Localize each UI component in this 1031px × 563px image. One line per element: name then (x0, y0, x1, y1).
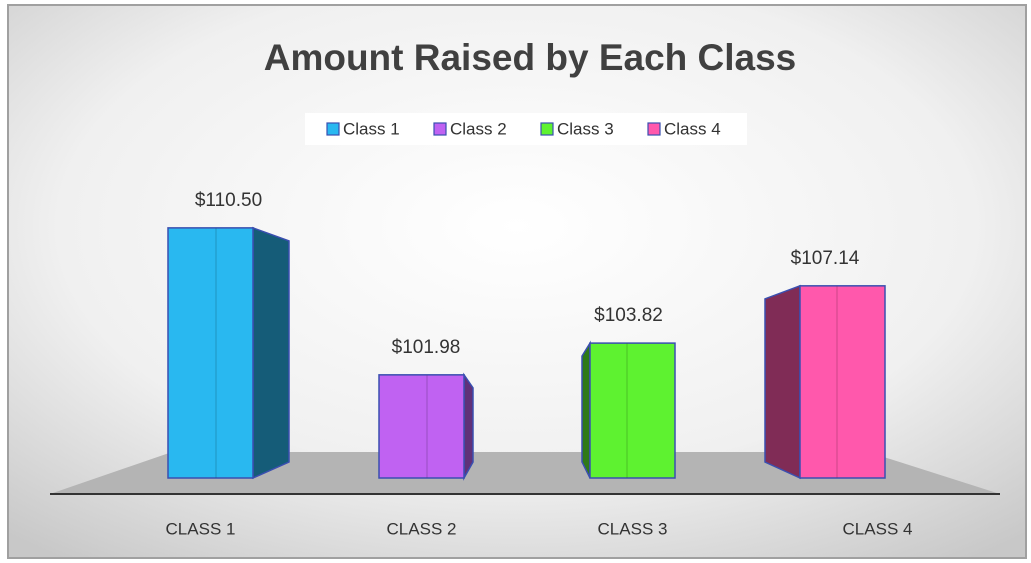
chart-title: Amount Raised by Each Class (264, 37, 797, 78)
legend-label: Class 1 (343, 119, 400, 138)
bar (167, 227, 254, 479)
legend-swatch (647, 122, 661, 136)
x-tick-label: CLASS 1 (166, 519, 236, 538)
x-tick-label: CLASS 3 (598, 519, 668, 538)
bar-side (252, 226, 290, 480)
data-label: $101.98 (392, 337, 461, 358)
legend-label: Class 4 (664, 119, 721, 138)
legend-swatch (326, 122, 340, 136)
legend-swatch (433, 122, 447, 136)
bar (589, 342, 676, 479)
bar (799, 285, 886, 479)
data-label: $107.14 (791, 248, 860, 269)
data-label: $103.82 (594, 305, 663, 326)
legend-label: Class 3 (557, 119, 614, 138)
legend-label: Class 2 (450, 119, 507, 138)
legend-swatch (540, 122, 554, 136)
bar-side (581, 340, 591, 479)
bar (378, 374, 465, 479)
legend-box (305, 113, 747, 145)
x-tick-label: CLASS 2 (387, 519, 457, 538)
x-tick-label: CLASS 4 (843, 519, 913, 538)
data-label: $110.50 (195, 190, 262, 211)
bar-side (764, 284, 801, 480)
bar-side (463, 372, 474, 481)
